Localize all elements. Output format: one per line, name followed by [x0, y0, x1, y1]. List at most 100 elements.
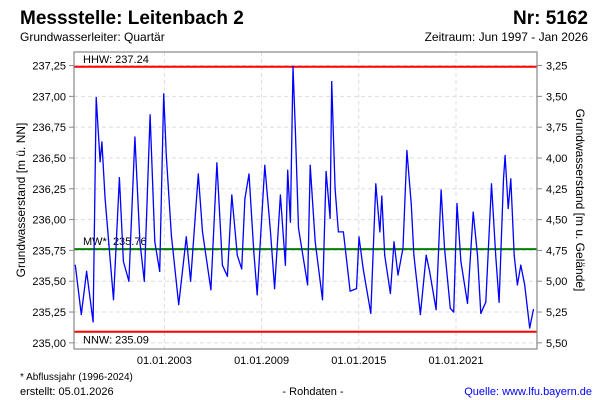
- y-tick-label: 235,25: [32, 307, 66, 319]
- data-point: [466, 302, 469, 305]
- data-point: [381, 195, 383, 197]
- data-point: [358, 236, 360, 238]
- data-point: [86, 270, 88, 272]
- data-point: [95, 96, 97, 99]
- y-axis-label-right: Grundwasserstand [m u. Gelände]: [573, 109, 587, 292]
- axis-ticks: 235,00 5,50 235,25 5,25 235,50 5,00 235,75 4,75…: [32, 61, 567, 367]
- data-point: [419, 313, 421, 316]
- reference-label: NNW: 235.09: [83, 335, 149, 347]
- data-point: [253, 251, 255, 253]
- data-point: [134, 136, 136, 138]
- data-point: [413, 254, 415, 256]
- y-tick-label: 235,50: [32, 276, 66, 288]
- data-point: [516, 284, 518, 286]
- data-point: [170, 235, 172, 237]
- x-tick-label: 01.01.2021: [428, 355, 483, 367]
- data-point: [524, 284, 526, 286]
- data-point: [241, 268, 243, 270]
- x-tick-label: 01.01.2009: [234, 355, 289, 367]
- data-point: [287, 169, 289, 171]
- data-points: [74, 66, 535, 329]
- data-point: [221, 264, 223, 266]
- data-point: [185, 236, 187, 238]
- reference-label: MW*: 235.76: [83, 236, 147, 248]
- data-point: [143, 280, 145, 282]
- data-point: [128, 280, 130, 282]
- data-point: [236, 254, 238, 256]
- y-axis-label: Grundwasserstand [m ü. NN]: [14, 123, 28, 278]
- data-point: [507, 207, 509, 210]
- data-point: [425, 254, 427, 256]
- data-point: [314, 241, 316, 243]
- data-point: [342, 231, 345, 233]
- data-point: [273, 288, 276, 290]
- data-point: [80, 313, 82, 316]
- data-point: [325, 170, 327, 173]
- data-point: [256, 294, 258, 296]
- footnote: * Abflussjahr (1996-2024): [20, 372, 133, 383]
- data-point: [74, 264, 76, 266]
- plot-frame: [73, 51, 538, 350]
- data-point: [99, 161, 101, 163]
- data-point: [244, 198, 246, 200]
- data-point: [190, 280, 192, 282]
- y-tick-label-right: 5,25: [546, 307, 567, 319]
- data-point: [504, 154, 506, 157]
- data-point: [435, 308, 437, 311]
- source-link[interactable]: Quelle: www.lfu.bayern.de: [464, 386, 592, 398]
- data-point: [532, 308, 535, 311]
- data-point: [370, 312, 372, 314]
- data-point: [149, 114, 151, 116]
- y-tick-label: 235,75: [32, 245, 66, 257]
- y-tick-label-right: 4,50: [546, 215, 567, 227]
- data-point: [118, 177, 120, 179]
- data-point: [428, 270, 431, 272]
- data-point: [349, 290, 351, 292]
- series-line: [74, 66, 535, 329]
- data-point: [269, 231, 272, 233]
- y-tick-label: 237,25: [32, 61, 66, 73]
- data-point: [498, 301, 500, 303]
- data-point: [334, 188, 336, 190]
- rawdata-label: - Rohdaten -: [282, 386, 343, 398]
- data-point: [490, 183, 493, 185]
- y-tick-label-right: 4,75: [546, 245, 567, 257]
- data-point: [112, 299, 115, 301]
- data-point: [393, 241, 395, 243]
- data-point: [165, 154, 167, 157]
- data-point: [294, 127, 296, 130]
- data-point: [384, 254, 386, 256]
- data-point: [397, 274, 399, 276]
- aquifer-label: Grundwasserleiter: Quartär: [20, 30, 165, 44]
- data-point: [248, 173, 250, 175]
- data-point: [449, 307, 451, 309]
- data-point: [513, 254, 515, 256]
- reference-label: HHW: 237.24: [83, 54, 149, 66]
- grid: [74, 52, 537, 349]
- data-point: [279, 194, 281, 196]
- y-tick-label-right: 3,25: [546, 61, 567, 73]
- y-tick-label: 237,00: [32, 91, 66, 103]
- data-point: [216, 162, 218, 164]
- data-point: [101, 141, 103, 143]
- y-tick-label: 236,25: [32, 184, 66, 196]
- data-point: [485, 301, 487, 303]
- data-point: [402, 247, 404, 249]
- y-tick-label-right: 5,00: [546, 276, 567, 288]
- data-point: [231, 194, 233, 196]
- data-point: [297, 227, 300, 229]
- data-point: [307, 284, 309, 286]
- data-point: [337, 231, 339, 233]
- y-tick-label: 236,50: [32, 153, 66, 165]
- data-point: [331, 80, 333, 83]
- data-point: [264, 164, 266, 166]
- data-point: [159, 270, 161, 272]
- data-point: [472, 211, 474, 213]
- data-point: [502, 178, 505, 180]
- data-point: [443, 247, 446, 249]
- x-tick-label: 01.01.2003: [137, 355, 192, 367]
- y-tick-label-right: 3,50: [546, 91, 567, 103]
- data-point: [163, 93, 165, 95]
- data-point: [362, 268, 364, 270]
